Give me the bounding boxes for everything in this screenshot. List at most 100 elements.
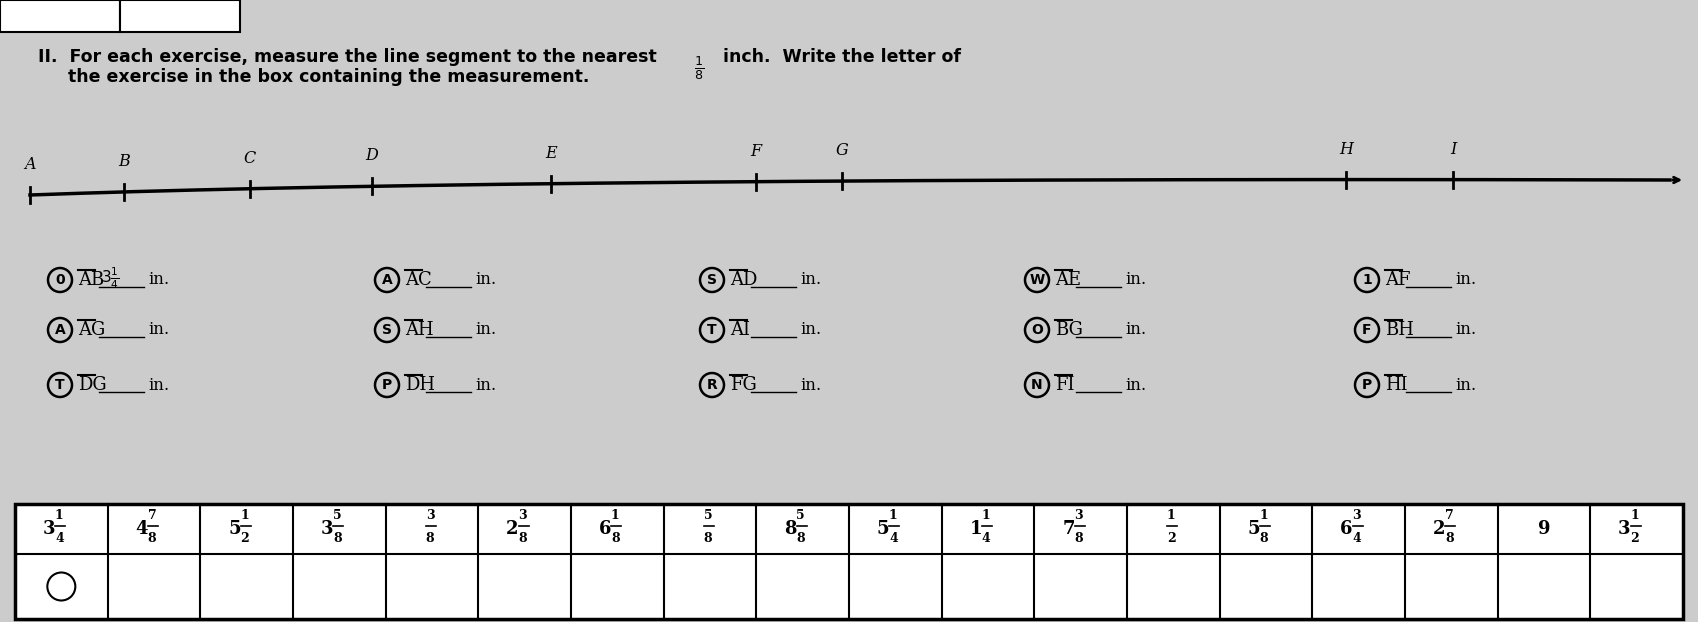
Text: 7: 7: [1063, 520, 1075, 538]
Text: in.: in.: [800, 376, 822, 394]
Text: 8: 8: [703, 532, 713, 545]
Text: II.  For each exercise, measure the line segment to the nearest: II. For each exercise, measure the line …: [37, 48, 662, 66]
Bar: [121, 0, 239, 32]
Text: I: I: [1450, 141, 1457, 157]
Text: 4: 4: [890, 532, 898, 545]
Text: 1: 1: [1630, 509, 1639, 522]
Text: $\frac{1}{8}$: $\frac{1}{8}$: [694, 54, 705, 82]
Text: in.: in.: [475, 376, 496, 394]
Text: 8: 8: [333, 532, 341, 545]
Text: in.: in.: [475, 322, 496, 338]
Text: FG: FG: [730, 376, 757, 394]
Text: 6: 6: [1340, 520, 1353, 538]
Text: 5: 5: [796, 509, 805, 522]
Text: 1: 1: [890, 509, 898, 522]
Text: BG: BG: [1054, 321, 1083, 339]
Text: 3: 3: [321, 520, 333, 538]
Text: W: W: [1029, 273, 1044, 287]
Text: 8: 8: [611, 532, 620, 545]
Text: C: C: [243, 150, 256, 167]
Text: 3: 3: [1075, 509, 1083, 522]
Text: AH: AH: [406, 321, 433, 339]
Text: in.: in.: [148, 322, 170, 338]
Text: 8: 8: [1260, 532, 1268, 545]
Text: AI: AI: [730, 321, 751, 339]
Text: S: S: [382, 323, 392, 337]
Text: 4: 4: [981, 532, 990, 545]
Text: in.: in.: [1455, 271, 1476, 289]
Text: 1: 1: [1362, 273, 1372, 287]
Text: 3: 3: [518, 509, 526, 522]
Text: A: A: [382, 273, 392, 287]
Text: in.: in.: [800, 271, 822, 289]
Bar: [0, 0, 121, 32]
Text: 2: 2: [1630, 532, 1639, 545]
Text: 2: 2: [1433, 520, 1445, 538]
Text: 5: 5: [1248, 520, 1260, 538]
Text: F: F: [751, 142, 761, 160]
Text: 4: 4: [136, 520, 148, 538]
Text: inch.  Write the letter of: inch. Write the letter of: [717, 48, 961, 66]
Text: AG: AG: [78, 321, 105, 339]
Text: 1: 1: [970, 520, 981, 538]
Text: DG: DG: [78, 376, 107, 394]
Text: R: R: [706, 378, 717, 392]
Text: 1: 1: [1167, 509, 1175, 522]
Text: 4: 4: [1352, 532, 1362, 545]
Text: in.: in.: [1126, 271, 1146, 289]
Text: in.: in.: [1455, 322, 1476, 338]
Text: 8: 8: [1445, 532, 1453, 545]
Text: 3: 3: [1618, 520, 1630, 538]
Text: in.: in.: [148, 271, 170, 289]
Text: O: O: [1031, 323, 1043, 337]
Text: 5: 5: [333, 509, 341, 522]
Bar: [15, 504, 1683, 619]
Text: 8: 8: [518, 532, 526, 545]
Text: T: T: [706, 323, 717, 337]
Text: 1: 1: [241, 509, 250, 522]
Text: BH: BH: [1386, 321, 1414, 339]
Text: in.: in.: [1126, 376, 1146, 394]
Text: 1: 1: [1260, 509, 1268, 522]
Text: 2: 2: [506, 520, 518, 538]
Text: AB: AB: [78, 271, 104, 289]
Text: A: A: [54, 323, 66, 337]
Text: E: E: [545, 145, 557, 162]
Text: in.: in.: [475, 271, 496, 289]
Text: P: P: [382, 378, 392, 392]
Text: 3: 3: [42, 520, 56, 538]
Text: 7: 7: [148, 509, 156, 522]
Text: 1: 1: [611, 509, 620, 522]
Text: N: N: [1031, 378, 1043, 392]
Text: 3: 3: [1352, 509, 1362, 522]
Text: 4: 4: [54, 532, 65, 545]
Text: T: T: [56, 378, 65, 392]
Text: 8: 8: [784, 520, 796, 538]
Text: $3\frac{1}{4}$: $3\frac{1}{4}$: [100, 265, 119, 291]
Text: 1: 1: [54, 509, 65, 522]
Text: AF: AF: [1386, 271, 1411, 289]
Text: in.: in.: [1126, 322, 1146, 338]
Text: 5: 5: [703, 509, 713, 522]
Text: G: G: [835, 142, 849, 159]
Text: 6: 6: [599, 520, 611, 538]
Text: 1: 1: [981, 509, 990, 522]
Text: in.: in.: [800, 322, 822, 338]
Text: AC: AC: [406, 271, 431, 289]
Text: AE: AE: [1054, 271, 1082, 289]
Text: D: D: [365, 147, 379, 164]
Text: F: F: [1362, 323, 1372, 337]
Text: B: B: [119, 153, 131, 170]
Text: P: P: [1362, 378, 1372, 392]
Text: FI: FI: [1054, 376, 1075, 394]
Text: 5: 5: [228, 520, 241, 538]
Text: H: H: [1340, 141, 1353, 157]
Text: A: A: [24, 156, 36, 173]
Text: the exercise in the box containing the measurement.: the exercise in the box containing the m…: [37, 68, 589, 86]
Text: 5: 5: [876, 520, 890, 538]
Text: 8: 8: [1075, 532, 1083, 545]
Text: 9: 9: [1538, 520, 1550, 538]
Text: 8: 8: [426, 532, 435, 545]
Text: 8: 8: [796, 532, 805, 545]
Text: 8: 8: [148, 532, 156, 545]
